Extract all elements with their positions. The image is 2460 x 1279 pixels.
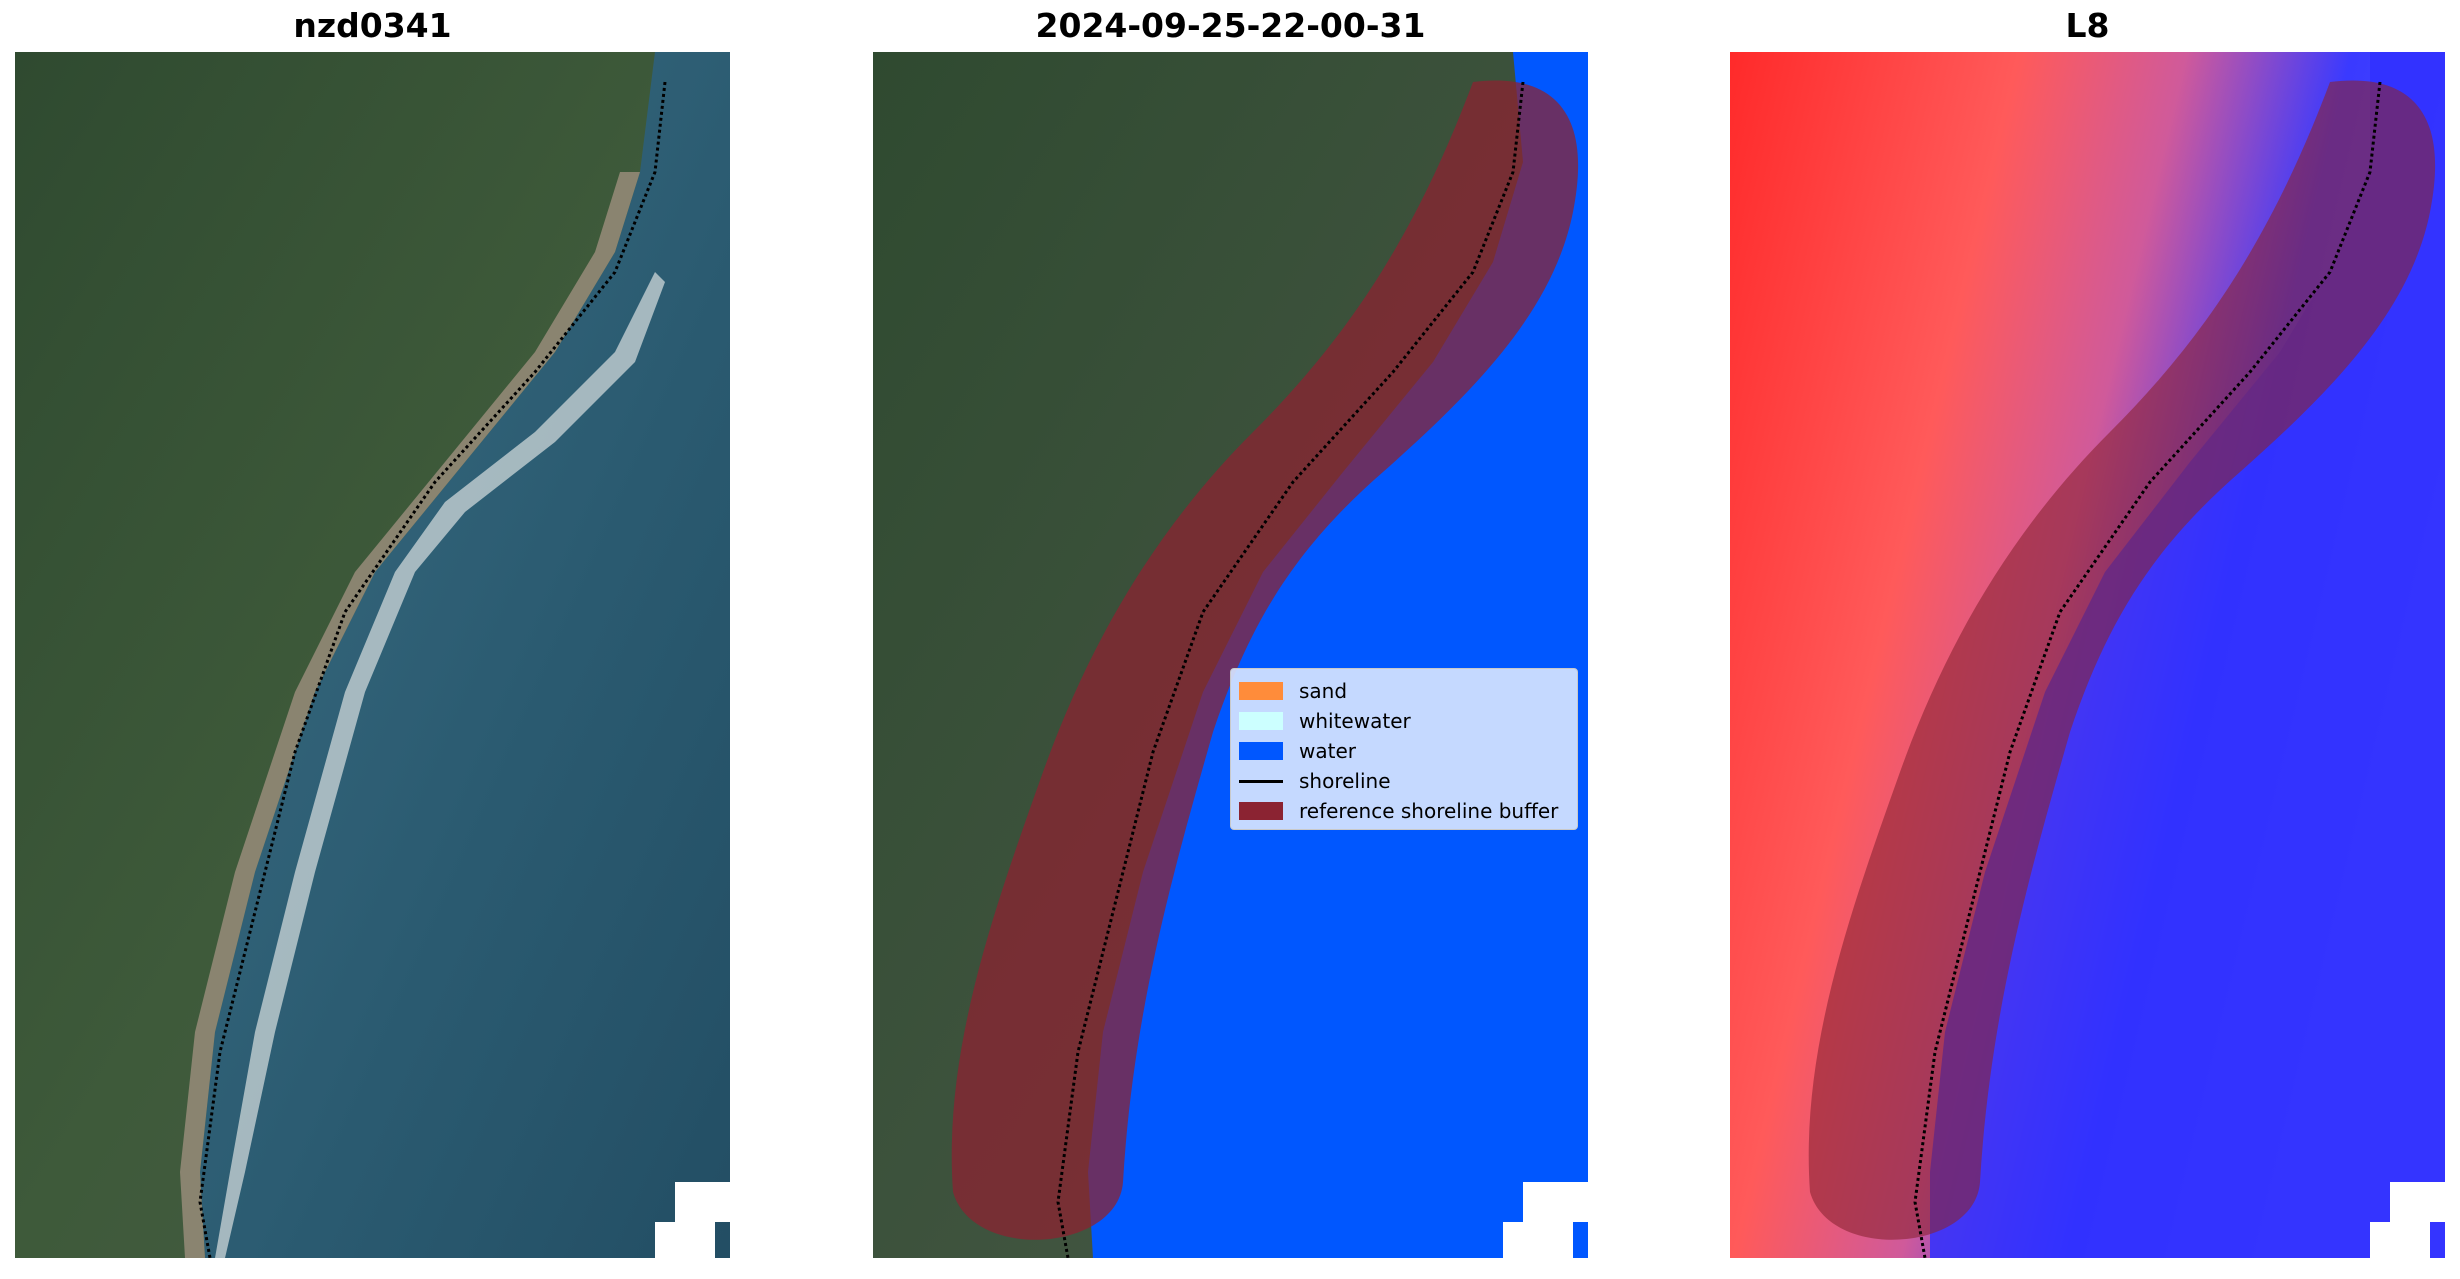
water-swatch (1239, 742, 1283, 760)
buffer-swatch (1239, 802, 1283, 820)
shoreline-swatch (1239, 779, 1283, 783)
legend-label-shoreline: shoreline (1299, 769, 1391, 793)
panel-title-classification: 2024-09-25-22-00-31 (1035, 6, 1426, 45)
panel-title-rgb: nzd0341 (293, 6, 452, 45)
whitewater-swatch (1239, 712, 1283, 730)
legend-label-whitewater: whitewater (1299, 709, 1411, 733)
legend-label-sand: sand (1299, 679, 1348, 703)
legend: sand whitewater water shoreline referenc… (1230, 668, 1578, 830)
legend-item-buffer: reference shoreline buffer (1239, 799, 1558, 823)
rgb-satellite-image (15, 52, 730, 1258)
legend-label-buffer: reference shoreline buffer (1299, 799, 1559, 823)
legend-label-water: water (1299, 739, 1356, 763)
legend-item-sand: sand (1239, 679, 1347, 703)
classification-image (873, 52, 1588, 1258)
sand-swatch (1239, 682, 1283, 700)
legend-item-water: water (1239, 739, 1356, 763)
legend-item-shoreline: shoreline (1239, 769, 1391, 793)
panel-title-index: L8 (2065, 6, 2110, 45)
index-image (1730, 52, 2445, 1258)
legend-item-whitewater: whitewater (1239, 709, 1411, 733)
